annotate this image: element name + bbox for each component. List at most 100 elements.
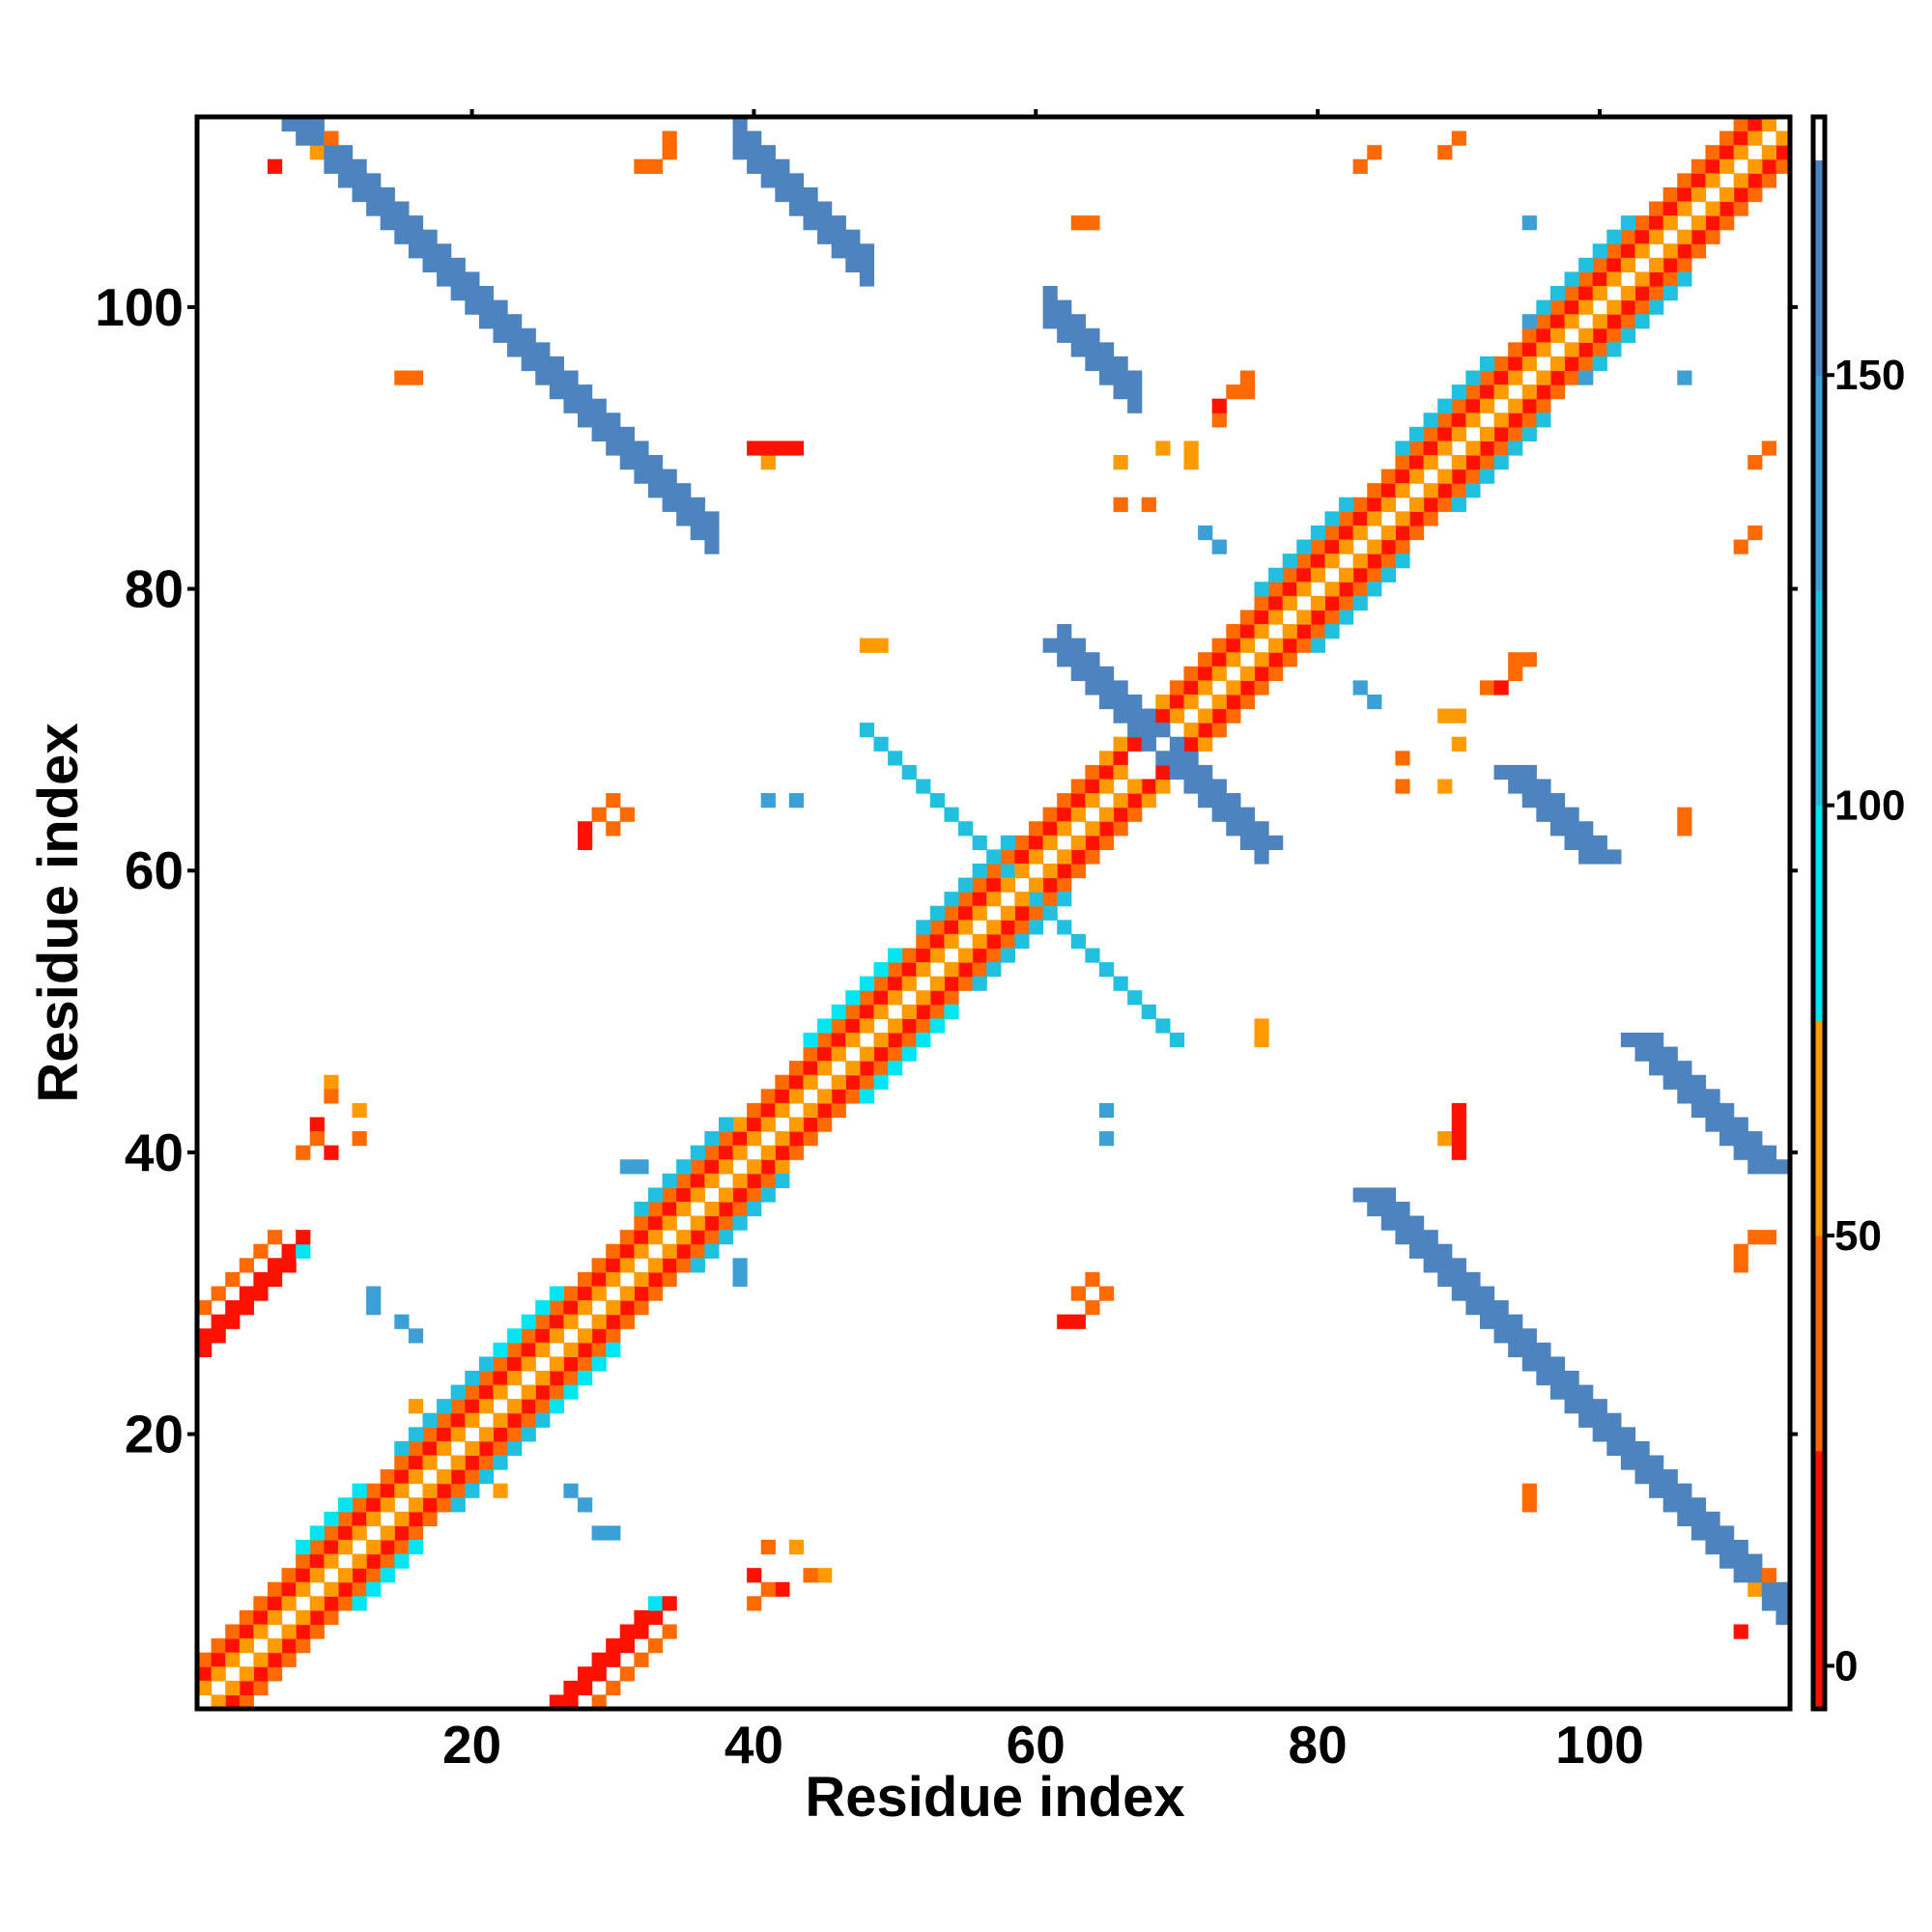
heatmap-cell [239,1666,254,1682]
heatmap-cell [1508,1314,1523,1329]
heatmap-cell [1549,384,1566,400]
heatmap-cell [578,1666,593,1682]
heatmap-cell [1226,821,1241,837]
heatmap-cell [1761,173,1776,188]
heatmap-cell [253,1652,269,1667]
heatmap-cell [760,1145,776,1160]
heatmap-cell [944,962,959,978]
heatmap-cell [267,1652,283,1667]
heatmap-cell [465,286,480,301]
heatmap-cell [1761,1596,1776,1611]
heatmap-cell [803,1117,818,1132]
heatmap-cell [1057,314,1072,329]
heatmap-cell [888,1061,903,1076]
heatmap-cell [1141,793,1156,809]
heatmap-cell [1578,835,1594,850]
heatmap-cell [1239,370,1256,385]
heatmap-cell [578,1286,593,1301]
heatmap-cell [1408,426,1425,442]
heatmap-cell [1536,1370,1551,1386]
heatmap-cell [1028,849,1044,865]
heatmap-cell [747,1187,762,1203]
heatmap-cell [1141,736,1156,752]
heatmap-cell [929,1004,946,1019]
heatmap-cell [760,145,776,160]
heatmap-cell [1380,1187,1396,1203]
heatmap-cell [634,1230,649,1245]
heatmap-cell [1578,370,1594,385]
heatmap-cell [296,1539,311,1555]
heatmap-cell [1380,1201,1396,1217]
heatmap-cell [1042,299,1058,315]
heatmap-cell [394,1455,410,1470]
heatmap-cell [1367,145,1382,160]
heatmap-cell [817,1089,833,1104]
heatmap-cell [465,299,480,315]
heatmap-cell [888,1046,903,1062]
heatmap-cell [1000,920,1015,935]
heatmap-cell [1761,158,1776,174]
heatmap-cell [606,1258,621,1273]
heatmap-cell [732,1131,748,1147]
heatmap-cell [478,286,495,301]
heatmap-cell [662,1243,677,1259]
heatmap-cell [690,1145,705,1160]
heatmap-cell [1198,525,1213,541]
heatmap-cell [1649,1469,1664,1485]
heatmap-cell [591,1342,607,1357]
heatmap-cell [690,511,705,526]
heatmap-cell [478,1455,495,1470]
heatmap-cell [1578,257,1594,273]
heatmap-cell [1070,314,1086,329]
heatmap-cell [1127,736,1143,752]
heatmap-cell [1070,666,1086,681]
heatmap-cell [1352,554,1368,569]
heatmap-cell [478,1356,495,1372]
heatmap-cell [1339,525,1354,541]
heatmap-cell [493,299,508,315]
heatmap-cell [591,807,607,822]
heatmap-cell [352,1596,367,1611]
heatmap-cell [1000,863,1015,879]
x-axis-label: Residue index [805,1766,1184,1829]
heatmap-cell [662,469,677,484]
heatmap-cell [1747,117,1763,132]
heatmap-cell [1085,680,1100,696]
heatmap-cell [1028,920,1044,935]
heatmap-cell [563,1300,579,1316]
heatmap-cell [1521,342,1537,357]
heatmap-cell [1690,173,1707,188]
heatmap-cell [1395,525,1410,541]
heatmap-cell [704,1145,720,1160]
heatmap-cell [478,299,495,315]
heatmap-cell [1239,680,1256,696]
heatmap-cell [324,1553,339,1569]
heatmap-cell [549,1384,565,1400]
heatmap-cell [1747,1131,1763,1147]
heatmap-cell [380,215,395,231]
heatmap-cell [1239,384,1256,400]
heatmap-cell [211,1314,226,1329]
heatmap-cell [366,186,382,203]
heatmap-cell [296,1243,311,1259]
heatmap-cell [1141,497,1156,512]
heatmap-cell [211,1666,226,1682]
colorbar-bands [1813,117,1825,1710]
heatmap-cell [1592,286,1607,301]
heatmap-cell [831,1089,846,1104]
heatmap-cell [1395,751,1410,766]
heatmap-cell [1677,1089,1692,1104]
heatmap-cell [1451,1286,1466,1301]
heatmap-cell [1451,1131,1466,1147]
heatmap-cell [1057,892,1072,907]
heatmap-cell [1592,1412,1607,1428]
heatmap-cell [1085,355,1100,372]
heatmap-cell [1014,905,1030,921]
heatmap-cell [563,1314,579,1329]
heatmap-cell [507,327,523,343]
heatmap-cell [267,158,283,174]
heatmap-cell [1282,582,1297,597]
heatmap-cell [1564,271,1579,287]
heatmap-cell [788,793,805,809]
colorbar-tick-label: 100 [1834,782,1905,830]
